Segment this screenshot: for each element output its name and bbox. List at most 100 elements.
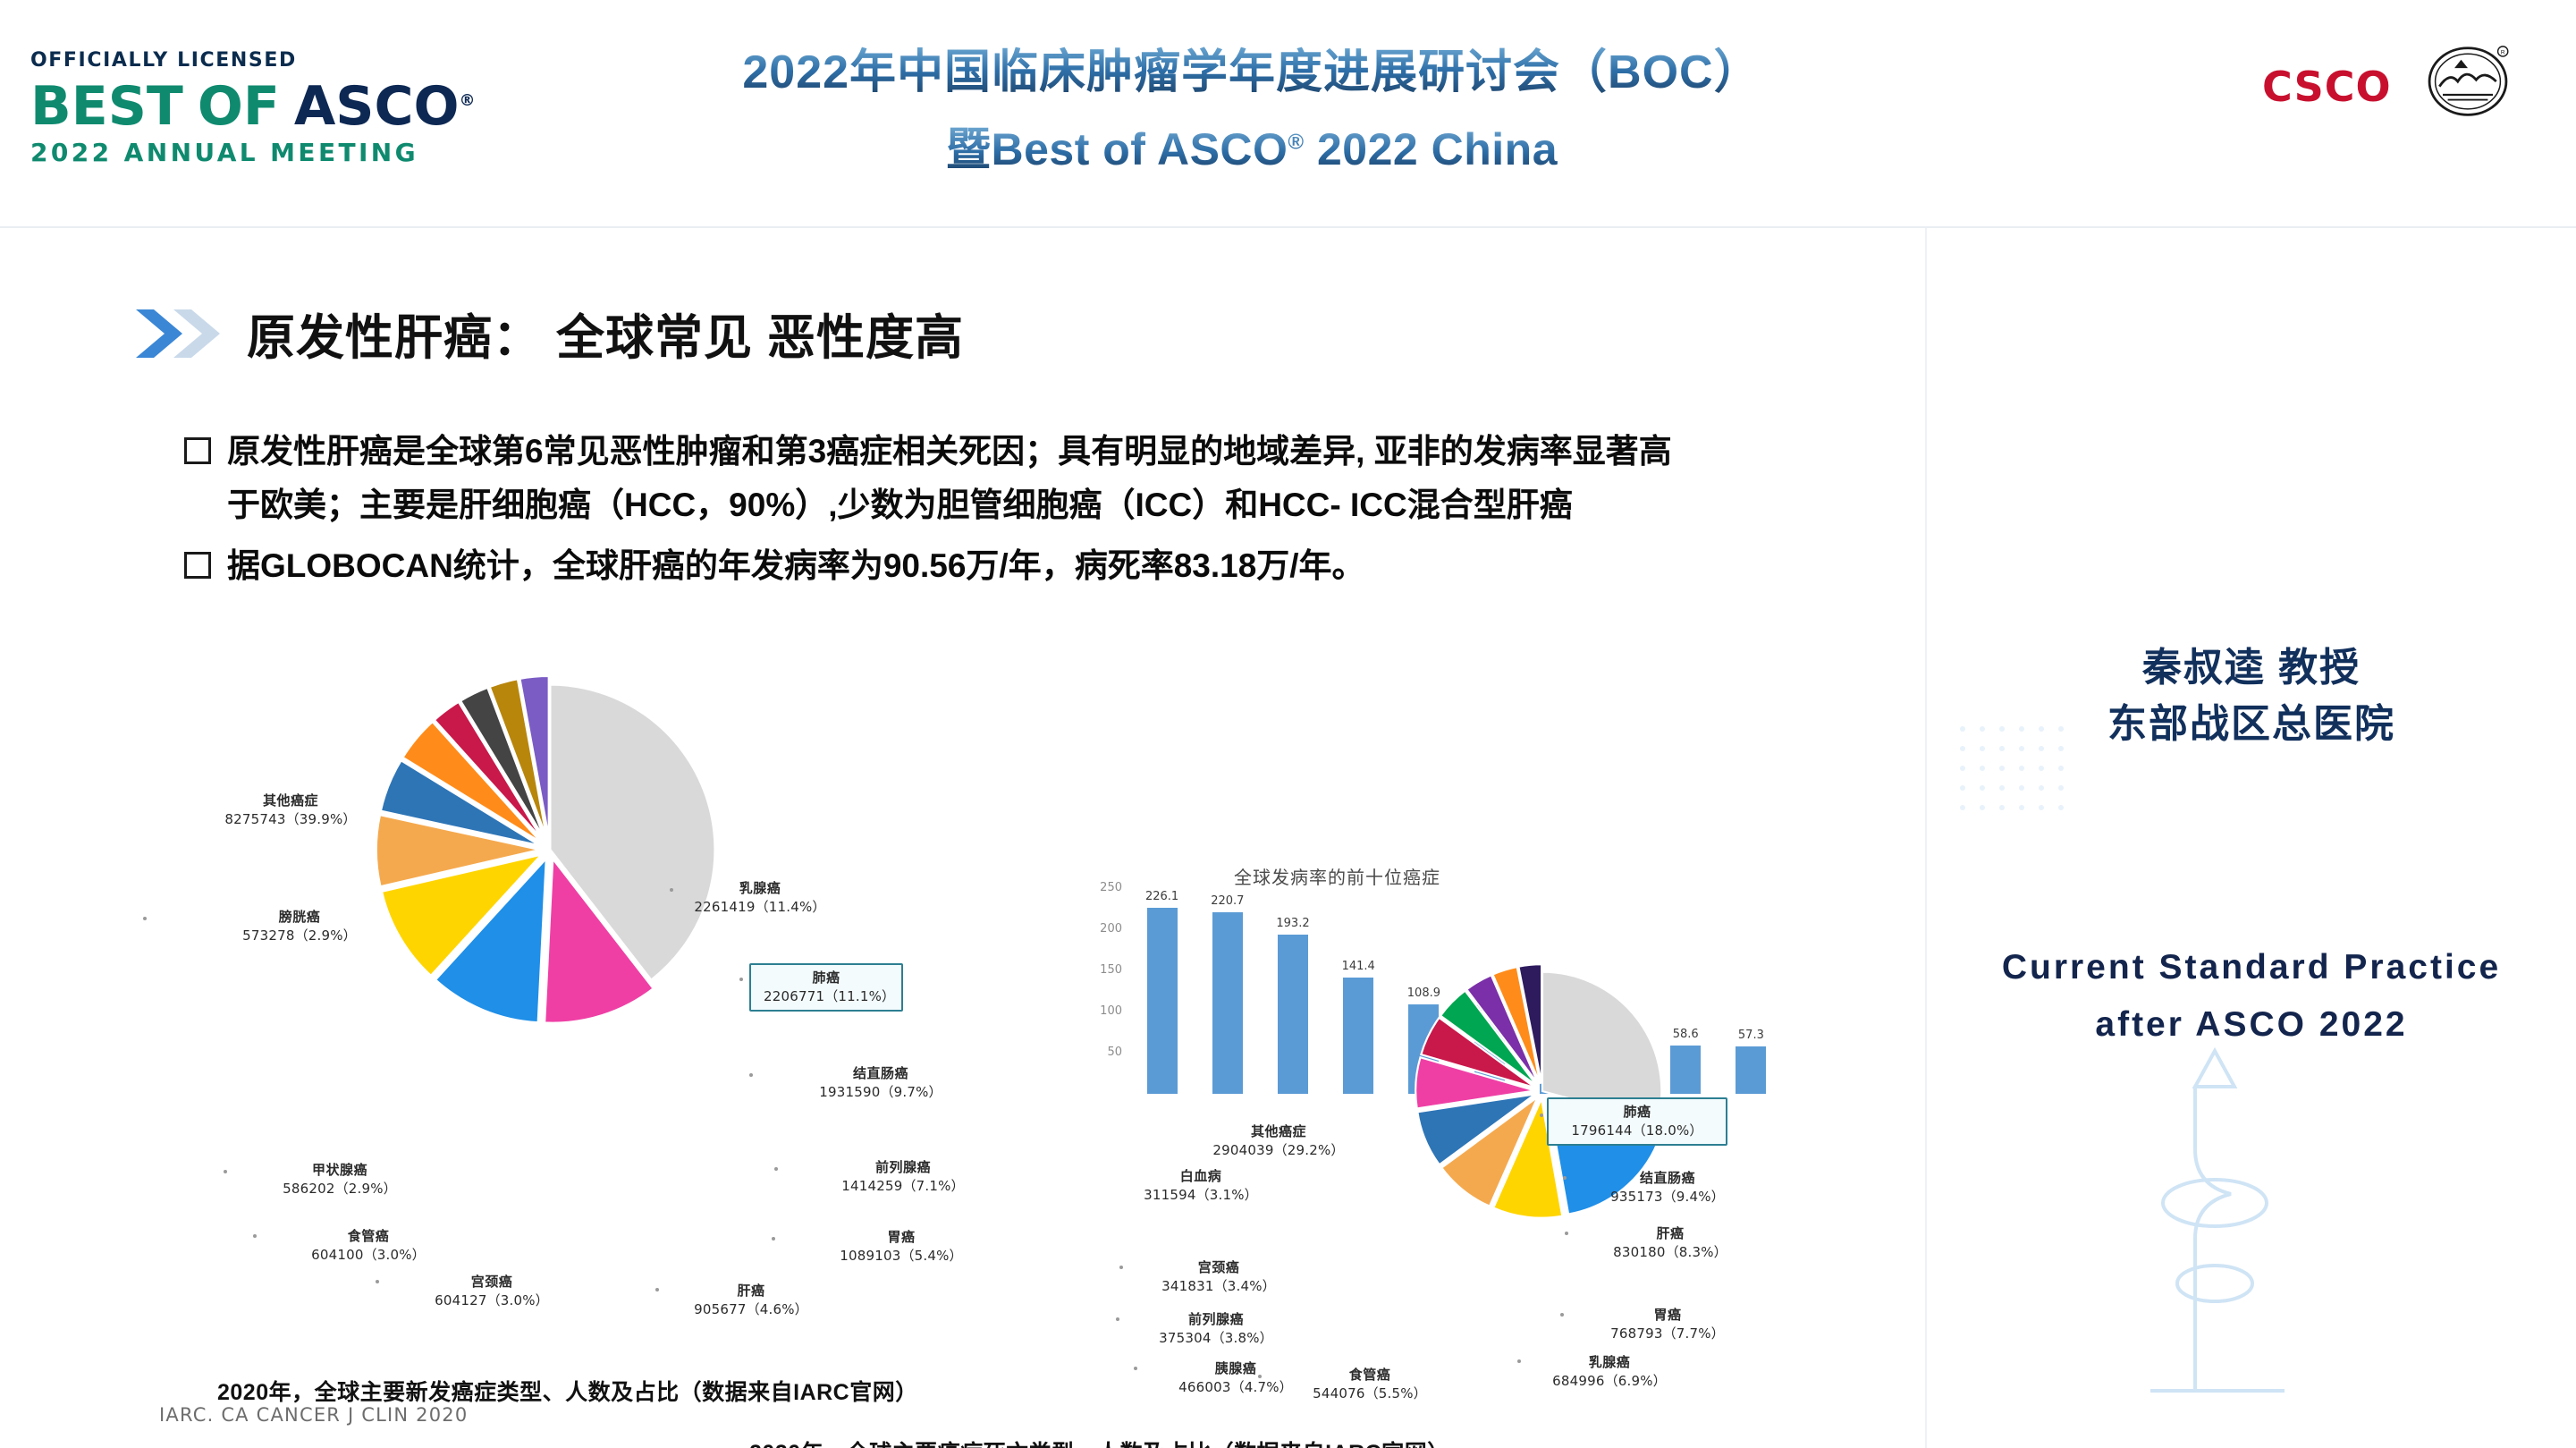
conference-title-registered-mark: ® bbox=[1288, 130, 1305, 155]
pie-leader-dot bbox=[1563, 1176, 1567, 1180]
pie-label-name: 肺癌 bbox=[1623, 1104, 1651, 1120]
pie-label-value: 905677（4.6%） bbox=[694, 1301, 808, 1317]
pie-label-name: 乳腺癌 bbox=[739, 880, 781, 896]
double-chevron-right-icon bbox=[134, 308, 224, 360]
pie-leader-dot bbox=[253, 1234, 257, 1238]
pie-label-liver: 肝癌 905677（4.6%） bbox=[626, 1282, 876, 1319]
pie-slice bbox=[1491, 1095, 1564, 1219]
pie-label-colorectal: 结直肠癌 1931590（9.7%） bbox=[756, 1064, 1006, 1102]
pie-label-name: 胃癌 bbox=[887, 1229, 916, 1245]
pie-label-value: 341831（3.4%） bbox=[1161, 1278, 1276, 1294]
bar-chart-title: 全球发病率的前十位癌症 bbox=[1234, 868, 1440, 888]
pie-label-value: 8275743（39.9%） bbox=[224, 811, 357, 827]
pie-label-cervix: 宫颈癌 604127（3.0%） bbox=[367, 1273, 617, 1310]
pie-leader-dot bbox=[1116, 1317, 1119, 1321]
best-of-asco-logo: OFFICIALLY LICENSED BEST OF ASCO® 2022 ANN… bbox=[30, 49, 476, 167]
pie-slice bbox=[1465, 973, 1540, 1086]
pie-label-esophagus-mortality: 食管癌 544076（5.5%） bbox=[1263, 1366, 1477, 1403]
bar-value-label: 57.3 bbox=[1737, 1029, 1764, 1043]
pie-label-esophagus: 食管癌 604100（3.0%） bbox=[243, 1227, 494, 1265]
asco-of-word: OF bbox=[197, 75, 280, 138]
pie-label-cervix-mortality: 宫颈癌 341831（3.4%） bbox=[1116, 1258, 1322, 1296]
pie-label-name: 结直肠癌 bbox=[1639, 1170, 1695, 1186]
pie-leader-dot bbox=[670, 888, 673, 892]
pie-leader-dot bbox=[655, 1288, 659, 1291]
pie-slice bbox=[487, 677, 549, 843]
bar-y-tick: 50 bbox=[1107, 1046, 1122, 1059]
pie-label-colorectal-mortality: 结直肠癌 935173（9.4%） bbox=[1560, 1169, 1775, 1207]
pie-slice bbox=[374, 812, 542, 889]
pie-label-value: 311594（3.1%） bbox=[1144, 1187, 1258, 1203]
pie-leader-dot bbox=[143, 917, 147, 920]
bar bbox=[1343, 977, 1374, 1094]
reference-citation: IARC. CA CANCER J CLIN 2020 bbox=[159, 1404, 469, 1426]
pie-label-value: 604127（3.0%） bbox=[435, 1292, 549, 1308]
panel-divider bbox=[1925, 228, 1928, 1448]
pie-label-name: 肺癌 bbox=[812, 970, 840, 986]
bullet-text: 原发性肝癌是全球第6常见恶性肿瘤和第3癌症相关死因；具有明显的地域差异, 亚非的… bbox=[227, 433, 1672, 523]
bar-value-label: 58.6 bbox=[1672, 1028, 1699, 1042]
section-heading: 原发性肝癌： 全球常见 恶性度高 bbox=[134, 298, 964, 368]
pie-label-lung-mortality-highlight: 肺癌 1796144（18.0%） bbox=[1547, 1097, 1727, 1146]
incidence-pie-graphic bbox=[374, 673, 717, 1025]
pie-label-value: 1089103（5.4%） bbox=[840, 1248, 963, 1264]
pie-label-value: 684996（6.9%） bbox=[1552, 1373, 1667, 1389]
pie-label-name: 食管癌 bbox=[1348, 1367, 1391, 1383]
pie-label-value: 604100（3.0%） bbox=[311, 1247, 426, 1263]
pie-slice bbox=[548, 682, 717, 983]
bar bbox=[1146, 908, 1178, 1094]
slide-header: OFFICIALLY LICENSED BEST OF ASCO® 2022 ANN… bbox=[0, 0, 2576, 228]
bullet-text: 据GLOBOCAN统计，全球肝癌的年发病率为90.56万/年，病死率83.18万… bbox=[227, 547, 1365, 584]
pie-label-name: 胰腺癌 bbox=[1214, 1360, 1257, 1376]
pie-slice bbox=[1517, 963, 1543, 1084]
pie-slice bbox=[543, 854, 656, 1025]
pie-label-value: 1414259（7.1%） bbox=[841, 1178, 965, 1194]
bar-value-label: 193.2 bbox=[1276, 917, 1310, 931]
pie-label-liver-mortality: 肝癌 830180（8.3%） bbox=[1563, 1224, 1778, 1262]
header-divider bbox=[0, 226, 2576, 228]
bar bbox=[1212, 911, 1243, 1094]
bullet-square-icon bbox=[184, 552, 211, 579]
pie-slice bbox=[1541, 970, 1663, 1124]
bar-y-tick: 200 bbox=[1100, 922, 1122, 936]
pie-label-value: 2904039（29.2%） bbox=[1212, 1142, 1345, 1158]
pie-label-name: 白血病 bbox=[1179, 1168, 1222, 1184]
pie-label-value: 1796144（18.0%） bbox=[1571, 1122, 1703, 1139]
pie-label-name: 其他癌症 bbox=[262, 792, 318, 809]
pie-label-value: 466003（4.7%） bbox=[1178, 1379, 1293, 1395]
pie-label-lung-highlight: 肺癌 2206771（11.1%） bbox=[749, 963, 903, 1012]
pie-slice bbox=[379, 851, 547, 978]
conference-title-line2-suffix: 2022 China bbox=[1304, 124, 1558, 174]
pie-slice bbox=[1491, 965, 1541, 1085]
pie-leader-dot bbox=[772, 1237, 775, 1241]
speaker-name: 秦叔逵 教授 bbox=[2141, 646, 2361, 690]
pie-leader-dot bbox=[774, 1167, 778, 1171]
speaker-panel: 秦叔逵 教授 东部战区总医院 Current Standard Practice… bbox=[1927, 228, 2576, 1448]
bar-y-tick: 150 bbox=[1100, 963, 1122, 977]
svg-text:R: R bbox=[2501, 49, 2505, 55]
bar-value-label: 226.1 bbox=[1144, 889, 1179, 903]
panel-subtitle: Current Standard Practice after ASCO 202… bbox=[1927, 939, 2576, 1054]
pie-leader-dot bbox=[376, 1280, 379, 1283]
pie-label-name: 食管癌 bbox=[347, 1228, 390, 1244]
pie-leader-dot bbox=[739, 978, 743, 981]
conference-title-line2-prefix: 暨Best of ASCO bbox=[945, 124, 1288, 174]
bullet-item: 原发性肝癌是全球第6常见恶性肿瘤和第3癌症相关死因；具有明显的地域差异, 亚非的… bbox=[184, 425, 1704, 532]
pie-label-value: 768793（7.7%） bbox=[1610, 1325, 1725, 1342]
pie-label-value: 2261419（11.4%） bbox=[694, 899, 826, 915]
pie-label-name: 甲状腺癌 bbox=[311, 1162, 367, 1178]
asco-registered-mark: ® bbox=[459, 91, 476, 110]
pie-label-name: 其他癌症 bbox=[1250, 1123, 1306, 1139]
conference-title-line2: 暨Best of ASCO® 2022 China bbox=[626, 114, 1878, 178]
pie-slice bbox=[518, 673, 551, 842]
pie-label-other-mortality: 其他癌症 2904039（29.2%） bbox=[1158, 1122, 1399, 1160]
asco-licensed-text: OFFICIALLY LICENSED bbox=[30, 49, 297, 72]
pie-label-value: 1931590（9.7%） bbox=[819, 1084, 942, 1100]
pie-label-breast: 乳腺癌 2261419（11.4%） bbox=[626, 879, 894, 917]
pie-label-stomach: 胃癌 1089103（5.4%） bbox=[776, 1228, 1026, 1266]
pie-slice bbox=[432, 699, 546, 844]
asco-wordmark: BEST OF ASCO® bbox=[30, 73, 476, 134]
pie-slice bbox=[1419, 1016, 1536, 1089]
pie-leader-dot bbox=[1565, 1232, 1568, 1235]
bullet-item: 据GLOBOCAN统计，全球肝癌的年发病率为90.56万/年，病死率83.18万… bbox=[184, 539, 1704, 593]
